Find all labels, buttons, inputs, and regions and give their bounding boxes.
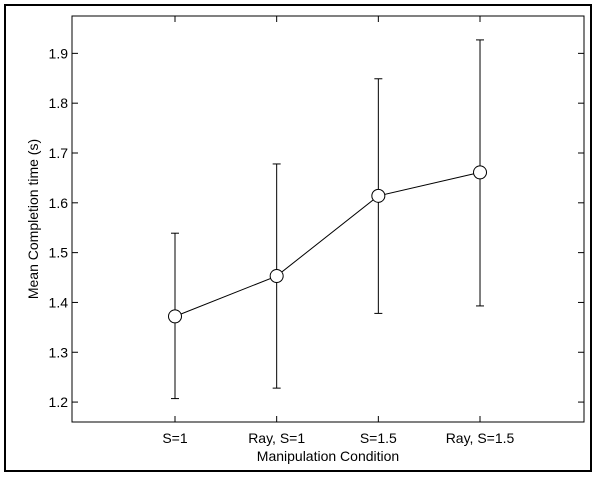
error-bars xyxy=(171,39,485,400)
y-tick-label: 1.8 xyxy=(49,95,69,111)
x-tick-label: S=1 xyxy=(162,430,188,446)
plot-area xyxy=(71,15,585,423)
x-axis-title: Manipulation Condition xyxy=(257,448,399,464)
x-tick-label: Ray, S=1.5 xyxy=(446,430,515,446)
x-tick-label: Ray, S=1 xyxy=(248,430,305,446)
y-tick-label: 1.7 xyxy=(49,145,69,161)
y-tick-label: 1.9 xyxy=(49,45,69,61)
y-axis: 1.2 1.3 1.4 1.5 1.6 1.7 1.8 1.9 xyxy=(49,45,584,410)
data-point xyxy=(371,188,386,203)
y-tick-label: 1.2 xyxy=(49,394,69,410)
y-tick-label: 1.5 xyxy=(49,245,69,261)
y-axis-title: Mean Completion time (s) xyxy=(25,139,41,299)
figure-frame xyxy=(4,4,592,472)
series-line xyxy=(174,171,481,317)
data-point xyxy=(473,165,488,180)
data-point xyxy=(269,269,284,284)
data-point xyxy=(168,309,182,324)
y-tick-label: 1.4 xyxy=(49,294,69,310)
x-axis: S=1 Ray, S=1 S=1.5 Ray, S=1.5 xyxy=(162,16,515,446)
y-tick-label: 1.3 xyxy=(49,344,69,360)
y-tick-label: 1.6 xyxy=(49,195,69,211)
x-tick-label: S=1.5 xyxy=(360,430,397,446)
data-markers xyxy=(168,165,488,324)
